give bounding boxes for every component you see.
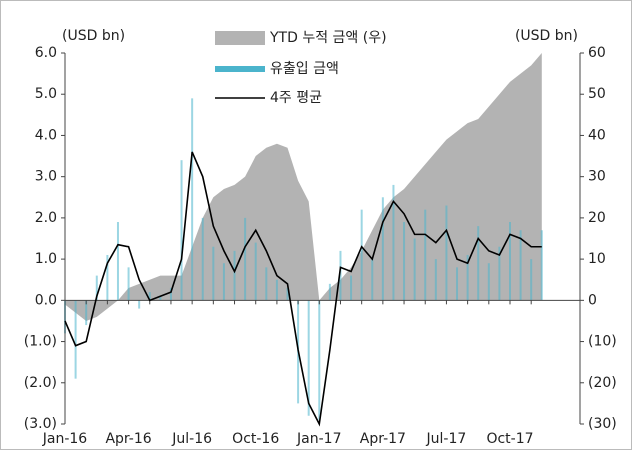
x-tick-label: Oct-16: [232, 431, 279, 447]
x-tick-label: Apr-16: [105, 431, 151, 447]
bar: [244, 217, 247, 301]
bar: [138, 300, 141, 309]
y2-tick-label: 60: [588, 45, 606, 61]
bar: [212, 246, 215, 301]
bar: [201, 217, 204, 301]
bar: [148, 292, 151, 301]
bar: [254, 242, 257, 301]
y-tick-label: 1.0: [35, 251, 57, 267]
bar: [445, 205, 448, 301]
bar: [191, 98, 194, 301]
y2-tick-label: (30): [588, 416, 617, 432]
bar: [339, 250, 342, 301]
x-tick-label: Jan-17: [296, 431, 341, 447]
y-tick-label: 5.0: [35, 86, 57, 102]
bar: [74, 300, 77, 379]
bar: [222, 263, 225, 301]
y2-tick-label: 30: [588, 169, 606, 185]
y2-tick-label: 20: [588, 210, 606, 226]
y-tick-label: 3.0: [35, 169, 57, 185]
y2-axis-label: (USD bn): [515, 28, 578, 44]
bar: [413, 238, 416, 301]
bar: [350, 275, 353, 301]
y-tick-label: 2.0: [35, 210, 57, 226]
line: [64, 151, 542, 427]
y-tick-label: 0.0: [35, 292, 57, 308]
y2-tick-label: 40: [588, 127, 606, 143]
bar: [275, 279, 278, 301]
x-tick-label: Jan-16: [42, 431, 88, 447]
bar: [116, 222, 119, 301]
bar: [530, 259, 533, 301]
bar: [233, 250, 236, 301]
legend-swatch: [215, 66, 265, 72]
legend-label: 유출입 금액: [270, 61, 339, 77]
y-tick-label: (1.0): [24, 334, 57, 350]
x-tick-label: Oct-17: [486, 431, 533, 447]
x-tick-label: Apr-17: [360, 431, 406, 447]
bar: [85, 300, 88, 326]
y2-tick-label: 50: [588, 86, 606, 102]
bar: [392, 184, 395, 301]
bar: [498, 246, 501, 301]
y-axis-label: (USD bn): [62, 28, 125, 44]
x-tick-label: Jul-16: [171, 431, 212, 447]
y-tick-label: (3.0): [24, 416, 57, 432]
bar: [487, 263, 490, 301]
y-tick-label: 6.0: [35, 45, 57, 61]
bar: [318, 300, 321, 420]
bar: [169, 287, 172, 301]
bar: [265, 267, 268, 301]
area: [65, 53, 542, 321]
bar: [328, 283, 331, 301]
bar: [360, 209, 363, 301]
y2-tick-label: 10: [588, 251, 606, 267]
bar: [509, 222, 511, 301]
y-tick-label: (2.0): [24, 375, 57, 391]
bar: [403, 222, 406, 301]
y2-tick-label: 0: [588, 292, 597, 308]
bar: [159, 296, 162, 301]
y-tick-label: 4.0: [35, 127, 57, 143]
x-tick-label: Jul-17: [426, 431, 467, 447]
bar: [434, 259, 437, 301]
legend-label: YTD 누적 금액 (우): [269, 30, 387, 46]
bar: [477, 226, 480, 301]
bar: [466, 254, 469, 301]
y2-tick-label: (20): [588, 375, 617, 391]
bar: [381, 197, 384, 301]
bar: [180, 160, 183, 301]
bar: [424, 209, 427, 301]
bar: [106, 254, 109, 301]
bar: [286, 287, 289, 301]
bar: [127, 267, 130, 301]
legend-label: 4주 평균: [270, 90, 322, 106]
bar: [540, 230, 543, 301]
bar: [519, 230, 522, 301]
legend-swatch: [215, 31, 265, 45]
bar: [307, 300, 310, 416]
bar: [371, 259, 374, 301]
bar: [456, 267, 459, 301]
y2-tick-label: (10): [588, 334, 617, 350]
bar: [95, 275, 98, 301]
